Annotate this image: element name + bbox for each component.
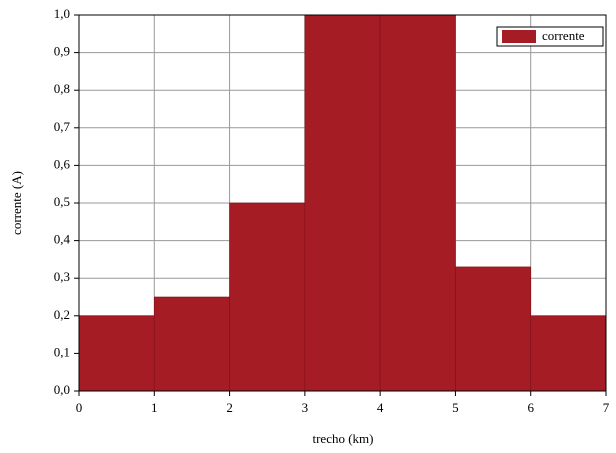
bar: [229, 202, 306, 392]
y-tick-label: 1,0: [54, 6, 70, 21]
y-tick-label: 0,6: [54, 156, 71, 171]
y-tick-label: 0,3: [54, 269, 70, 284]
y-tick-label: 0,2: [54, 307, 70, 322]
y-tick-label: 0,0: [54, 382, 70, 397]
y-tick-label: 0,7: [54, 119, 71, 134]
bar: [78, 315, 155, 392]
x-tick-label: 4: [377, 400, 384, 415]
x-tick-label: 1: [151, 400, 158, 415]
bar: [304, 14, 381, 392]
bar: [153, 296, 230, 392]
x-tick-label: 7: [603, 400, 610, 415]
y-tick-label: 0,8: [54, 81, 70, 96]
y-tick-label: 0,4: [54, 232, 71, 247]
x-tick-label: 0: [76, 400, 83, 415]
x-tick-label: 3: [302, 400, 309, 415]
x-axis-label: trecho (km): [312, 431, 373, 446]
bar: [530, 315, 607, 392]
x-tick-label: 2: [226, 400, 233, 415]
bar: [379, 14, 456, 392]
legend-swatch: [502, 30, 536, 43]
y-axis-label: corrente (A): [9, 171, 24, 235]
y-tick-label: 0,9: [54, 44, 70, 59]
legend-label: corrente: [542, 28, 585, 43]
y-tick-label: 0,5: [54, 194, 70, 209]
x-tick-label: 5: [452, 400, 459, 415]
x-tick-label: 6: [527, 400, 534, 415]
bar: [455, 266, 532, 392]
plot-frame: [78, 14, 607, 392]
y-tick-label: 0,1: [54, 344, 70, 359]
